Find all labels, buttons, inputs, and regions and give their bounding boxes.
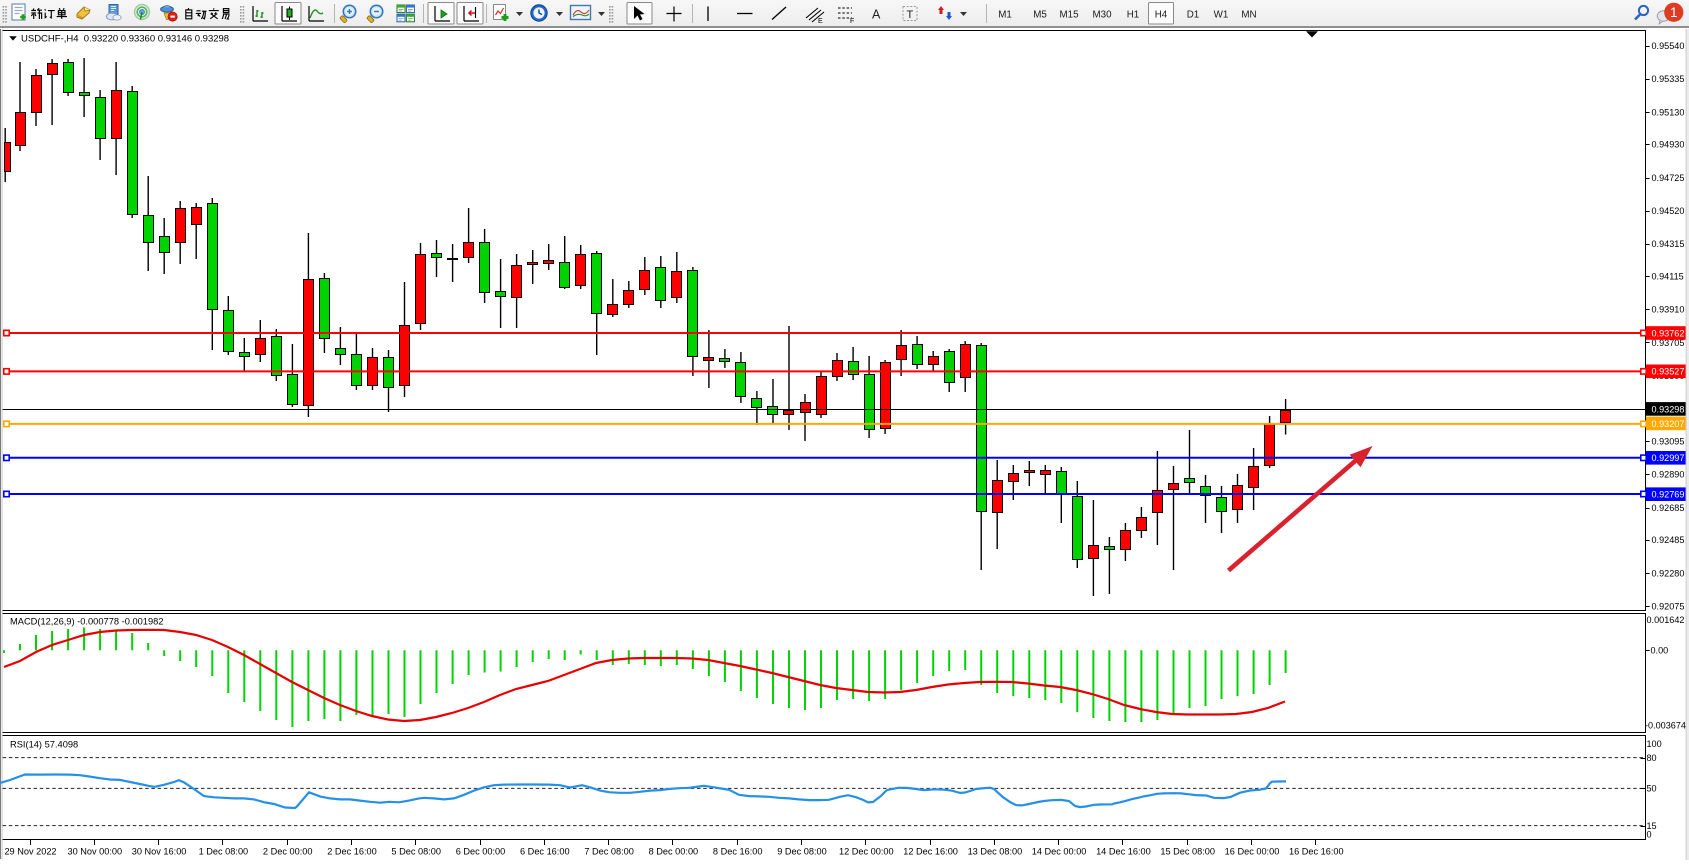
- svg-text:MN: MN: [1241, 9, 1256, 20]
- svg-text:16 Dec 00:00: 16 Dec 00:00: [1225, 847, 1280, 857]
- svg-text:M15: M15: [1059, 9, 1079, 20]
- svg-text:0.93527: 0.93527: [1652, 367, 1685, 377]
- svg-text:0.95130: 0.95130: [1652, 107, 1685, 117]
- svg-text:0.00: 0.00: [1651, 646, 1669, 656]
- svg-text:2 Dec 00:00: 2 Dec 00:00: [263, 847, 313, 857]
- svg-text:A: A: [872, 8, 881, 22]
- svg-text:0.93762: 0.93762: [1652, 328, 1685, 338]
- svg-text:0.94930: 0.94930: [1652, 140, 1685, 150]
- svg-text:0.94115: 0.94115: [1652, 272, 1684, 282]
- svg-text:0.92485: 0.92485: [1652, 535, 1685, 545]
- svg-text:14 Dec 00:00: 14 Dec 00:00: [1032, 847, 1087, 857]
- svg-text:5 Dec 08:00: 5 Dec 08:00: [391, 847, 441, 857]
- svg-text:F: F: [850, 18, 854, 25]
- svg-text:50: 50: [1647, 784, 1657, 794]
- svg-text:7 Dec 08:00: 7 Dec 08:00: [584, 847, 634, 857]
- svg-text:6 Dec 16:00: 6 Dec 16:00: [520, 847, 570, 857]
- svg-text:W1: W1: [1214, 9, 1229, 20]
- svg-text:30 Nov 16:00: 30 Nov 16:00: [132, 847, 187, 857]
- svg-text:13 Dec 08:00: 13 Dec 08:00: [968, 847, 1023, 857]
- svg-text:8 Dec 16:00: 8 Dec 16:00: [713, 847, 763, 857]
- svg-text:0.001642: 0.001642: [1647, 615, 1685, 625]
- svg-text:-0.003674: -0.003674: [1645, 720, 1686, 730]
- svg-text:12 Dec 16:00: 12 Dec 16:00: [903, 847, 958, 857]
- svg-text:0.95335: 0.95335: [1652, 74, 1685, 84]
- svg-text:E: E: [818, 18, 823, 25]
- svg-text:0.94725: 0.94725: [1652, 173, 1685, 183]
- svg-text:MACD(12,26,9) -0.000778 -0.001: MACD(12,26,9) -0.000778 -0.001982: [10, 616, 164, 626]
- svg-text:0.92890: 0.92890: [1652, 470, 1685, 480]
- svg-text:0.94520: 0.94520: [1652, 206, 1685, 216]
- svg-text:0.92075: 0.92075: [1652, 602, 1685, 612]
- svg-text:M30: M30: [1092, 9, 1112, 20]
- svg-text:29 Nov 2022: 29 Nov 2022: [4, 847, 56, 857]
- svg-text:0.92769: 0.92769: [1652, 490, 1685, 500]
- svg-text:100: 100: [1647, 739, 1662, 749]
- svg-text:80: 80: [1647, 753, 1657, 763]
- svg-text:6 Dec 00:00: 6 Dec 00:00: [456, 847, 506, 857]
- svg-text:30 Nov 00:00: 30 Nov 00:00: [67, 847, 122, 857]
- svg-text:16 Dec 16:00: 16 Dec 16:00: [1289, 847, 1344, 857]
- svg-text:D1: D1: [1187, 9, 1200, 20]
- svg-text:H4: H4: [1155, 9, 1168, 20]
- svg-text:1: 1: [1670, 5, 1678, 20]
- svg-text:0: 0: [1647, 829, 1652, 839]
- svg-text:M5: M5: [1033, 9, 1047, 20]
- svg-text:H1: H1: [1127, 9, 1140, 20]
- svg-text:0.93910: 0.93910: [1652, 305, 1685, 315]
- svg-text:0.93298: 0.93298: [1652, 404, 1685, 414]
- svg-text:12 Dec 00:00: 12 Dec 00:00: [839, 847, 894, 857]
- svg-text:14 Dec 16:00: 14 Dec 16:00: [1096, 847, 1151, 857]
- svg-text:M1: M1: [998, 9, 1012, 20]
- svg-text:0.92280: 0.92280: [1652, 568, 1685, 578]
- svg-text:0.92997: 0.92997: [1652, 453, 1685, 463]
- svg-text:0.94315: 0.94315: [1652, 239, 1685, 249]
- svg-text:8 Dec 00:00: 8 Dec 00:00: [649, 847, 699, 857]
- svg-text:0.95540: 0.95540: [1652, 41, 1685, 51]
- svg-text:15 Dec 08:00: 15 Dec 08:00: [1160, 847, 1215, 857]
- svg-text:USDCHF-,H4 0.93220 0.93360 0.: USDCHF-,H4 0.93220 0.93360 0.93146 0.932…: [21, 34, 229, 45]
- svg-text:2 Dec 16:00: 2 Dec 16:00: [327, 847, 377, 857]
- svg-text:0.92685: 0.92685: [1652, 503, 1685, 513]
- svg-text:15: 15: [1647, 821, 1657, 831]
- svg-text:T: T: [907, 9, 914, 21]
- svg-text:0.93207: 0.93207: [1652, 419, 1685, 429]
- svg-text:9 Dec 08:00: 9 Dec 08:00: [777, 847, 827, 857]
- svg-text:1 Dec 08:00: 1 Dec 08:00: [199, 847, 249, 857]
- svg-text:0.93095: 0.93095: [1652, 437, 1685, 447]
- svg-text:0.93705: 0.93705: [1652, 338, 1685, 348]
- svg-text:RSI(14) 57.4098: RSI(14) 57.4098: [10, 739, 78, 749]
